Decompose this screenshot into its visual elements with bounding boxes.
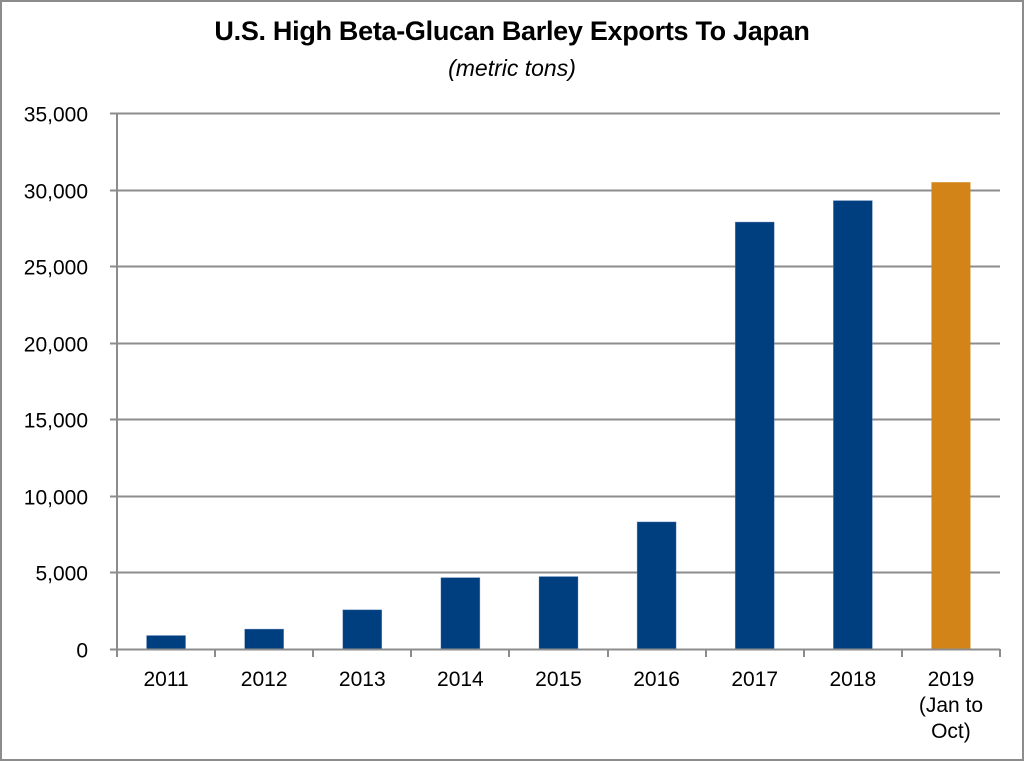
x-tick-label: Oct) [931,720,971,743]
y-axis-labels: 0 5,000 10,000 15,000 20,000 25,000 30,000 35,0… [24,104,88,663]
y-tick-label: 10,000 [24,487,88,510]
y-tick-label: 35,000 [24,104,88,127]
y-tick-label: 20,000 [24,334,88,357]
x-tick-label: 2019 [928,668,975,691]
x-tick-label: 2018 [829,668,876,691]
y-tick-label: 5,000 [35,563,88,586]
x-tick-label: 2012 [241,668,288,691]
bar-2011 [146,635,186,650]
x-tick-label: 2014 [437,668,484,691]
x-axis-labels: 2011 2012 2013 2014 2015 2016 2017 2018 2019 (Jan… [143,668,983,743]
x-tick-label: (Jan to [919,694,983,717]
x-tick-label: 2017 [731,668,778,691]
bar-2018 [833,200,873,650]
axes [116,113,1001,657]
bar-2019 [931,182,971,649]
y-tick-label: 25,000 [24,257,88,280]
bar-2013 [342,609,383,650]
y-tick-label: 30,000 [24,181,88,204]
chart-subtitle: (metric tons) [448,55,576,81]
chart-title: U.S. High Beta-Glucan Barley Exports To … [214,16,810,46]
x-tick-label: 2015 [535,668,582,691]
bar-2016 [636,521,677,650]
bar-2017 [734,221,775,650]
bars [146,182,971,650]
x-tick-label: 2016 [633,668,680,691]
x-tick-label: 2013 [339,668,386,691]
bar-2012 [244,628,284,650]
y-tick-label: 15,000 [24,410,88,433]
bar-2014 [440,577,481,650]
x-tick-label: 2011 [143,668,188,691]
y-tick-label: 0 [76,640,88,663]
bar-2015 [538,576,579,650]
